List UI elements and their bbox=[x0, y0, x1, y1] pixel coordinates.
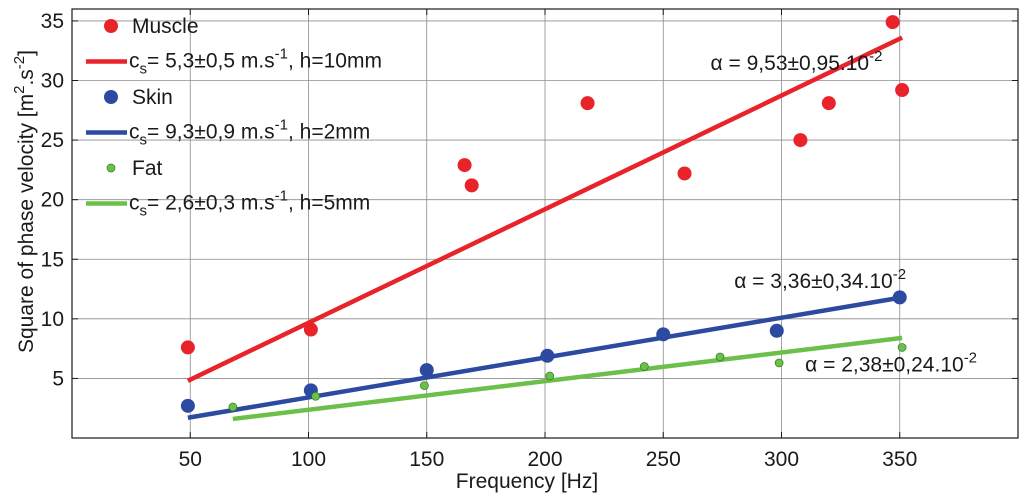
y-tick-label: 25 bbox=[41, 129, 64, 152]
data-point-skin bbox=[769, 323, 784, 338]
data-point-muscle bbox=[793, 133, 808, 148]
axis-labels: Frequency [Hz] Square of phase velocity [… bbox=[11, 50, 598, 493]
y-tick-label: 10 bbox=[41, 308, 64, 331]
x-axis-title: Frequency [Hz] bbox=[456, 470, 598, 493]
data-point-skin bbox=[180, 398, 195, 413]
data-point-fat bbox=[639, 362, 649, 371]
x-tick-label: 100 bbox=[291, 448, 326, 471]
data-point-skin bbox=[419, 363, 434, 378]
data-point-fat bbox=[228, 402, 238, 412]
data-point-fat bbox=[715, 352, 725, 362]
data-point-fat bbox=[420, 381, 429, 390]
y-tick-label: 30 bbox=[41, 70, 64, 93]
data-point-fat bbox=[545, 371, 555, 381]
data-points bbox=[180, 15, 910, 413]
annotation-fat: α = 2,38±0,24.10-2 bbox=[805, 349, 977, 376]
legend-marker-fat bbox=[106, 163, 116, 173]
annotation-muscle: α = 9,53±0,95.10-2 bbox=[711, 48, 883, 75]
data-point-skin bbox=[892, 290, 907, 305]
y-axis-title: Square of phase velocity [m2.s-2] bbox=[11, 50, 38, 353]
legend-label-muscle: Muscle bbox=[132, 15, 199, 38]
x-tick-label: 50 bbox=[179, 448, 202, 471]
data-point-muscle bbox=[457, 158, 472, 173]
data-point-fat bbox=[774, 358, 784, 368]
data-point-muscle bbox=[677, 166, 692, 181]
data-point-muscle bbox=[180, 340, 195, 355]
data-point-muscle bbox=[821, 96, 836, 111]
x-tick-label: 200 bbox=[527, 448, 562, 471]
legend-label-skin: Skin bbox=[132, 86, 173, 109]
data-point-muscle bbox=[464, 178, 479, 193]
grid bbox=[72, 9, 1018, 438]
y-tick-label: 15 bbox=[41, 248, 64, 271]
legend-marker-skin bbox=[104, 90, 118, 104]
annotations: α = 9,53±0,95.10-2 α = 3,36±0,34.10-2 α = … bbox=[711, 48, 977, 376]
x-tick-label: 350 bbox=[882, 448, 917, 471]
axes: 50 100 150 200 250 300 350 5 10 15 20 25 30 35 bbox=[41, 8, 1019, 471]
annotation-skin: α = 3,36±0,34.10-2 bbox=[734, 266, 906, 293]
x-tick-label: 250 bbox=[646, 448, 681, 471]
legend-fit-label-muscle: cs= 5,3±0,5 m.s-1, h=10mm bbox=[129, 46, 382, 78]
legend-fit-label-skin: cs= 9,3±0,9 m.s-1, h=2mm bbox=[129, 117, 370, 149]
fit-line-fat bbox=[232, 335, 903, 422]
legend-label-fat: Fat bbox=[132, 157, 163, 180]
x-tick-label: 150 bbox=[409, 448, 444, 471]
data-point-skin bbox=[656, 327, 671, 342]
legend-marker-muscle bbox=[104, 19, 118, 33]
data-point-muscle bbox=[580, 96, 595, 111]
legend-fit-label-fat: cs= 2,6±0,3 m.s-1, h=5mm bbox=[129, 188, 370, 220]
data-point-fat bbox=[311, 391, 320, 401]
data-point-muscle bbox=[885, 15, 900, 30]
x-tick-label: 300 bbox=[764, 448, 799, 471]
fit-line-muscle bbox=[186, 35, 904, 383]
data-point-muscle bbox=[303, 322, 318, 337]
y-tick-label: 5 bbox=[52, 367, 64, 390]
legend: Muscle cs= 5,3±0,5 m.s-1, h=10mm Skin cs= 9… bbox=[86, 15, 382, 220]
data-point-fat bbox=[897, 343, 907, 352]
y-tick-label: 35 bbox=[41, 10, 64, 33]
data-point-skin bbox=[540, 348, 555, 363]
data-point-muscle bbox=[895, 83, 910, 98]
y-tick-label: 20 bbox=[41, 189, 64, 212]
